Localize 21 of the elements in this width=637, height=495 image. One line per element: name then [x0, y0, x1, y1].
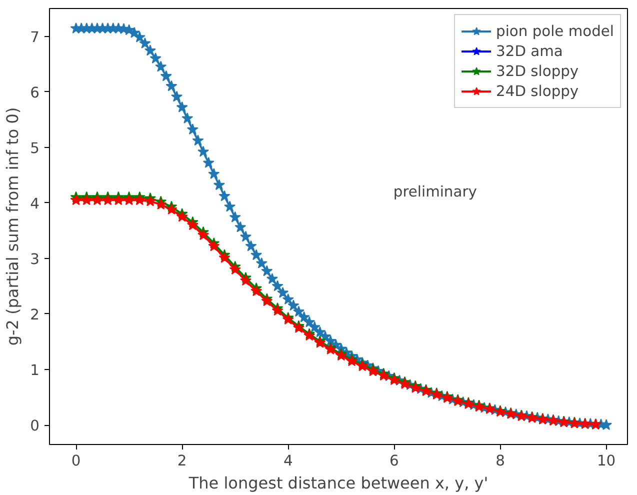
x-tick-label: 8	[496, 452, 505, 470]
legend-label: pion pole model	[496, 22, 614, 40]
x-axis-title: The longest distance between x, y, y'	[188, 474, 488, 492]
y-tick-label: 2	[30, 306, 40, 324]
x-tick-label: 0	[71, 452, 81, 470]
x-tick-label: 2	[177, 452, 187, 470]
y-tick-label: 5	[30, 140, 40, 157]
y-tick-label: 1	[30, 362, 40, 380]
y-axis-title: g-2 (partial sum from inf to 0)	[3, 107, 22, 346]
x-tick-label: 6	[390, 452, 399, 470]
x-tick-label: 10	[596, 452, 616, 470]
x-tick-label: 4	[283, 452, 293, 470]
legend-label: 32D ama	[496, 42, 563, 60]
legend-label: 24D sloppy	[496, 82, 579, 100]
y-tick-label: 3	[30, 250, 40, 268]
y-tick-label: 7	[30, 28, 40, 46]
y-tick-label: 6	[30, 84, 40, 102]
legend-label: 32D sloppy	[496, 62, 579, 80]
y-tick-label: 4	[30, 195, 40, 212]
y-tick-label: 0	[30, 418, 40, 435]
annotation: preliminary	[393, 183, 478, 200]
